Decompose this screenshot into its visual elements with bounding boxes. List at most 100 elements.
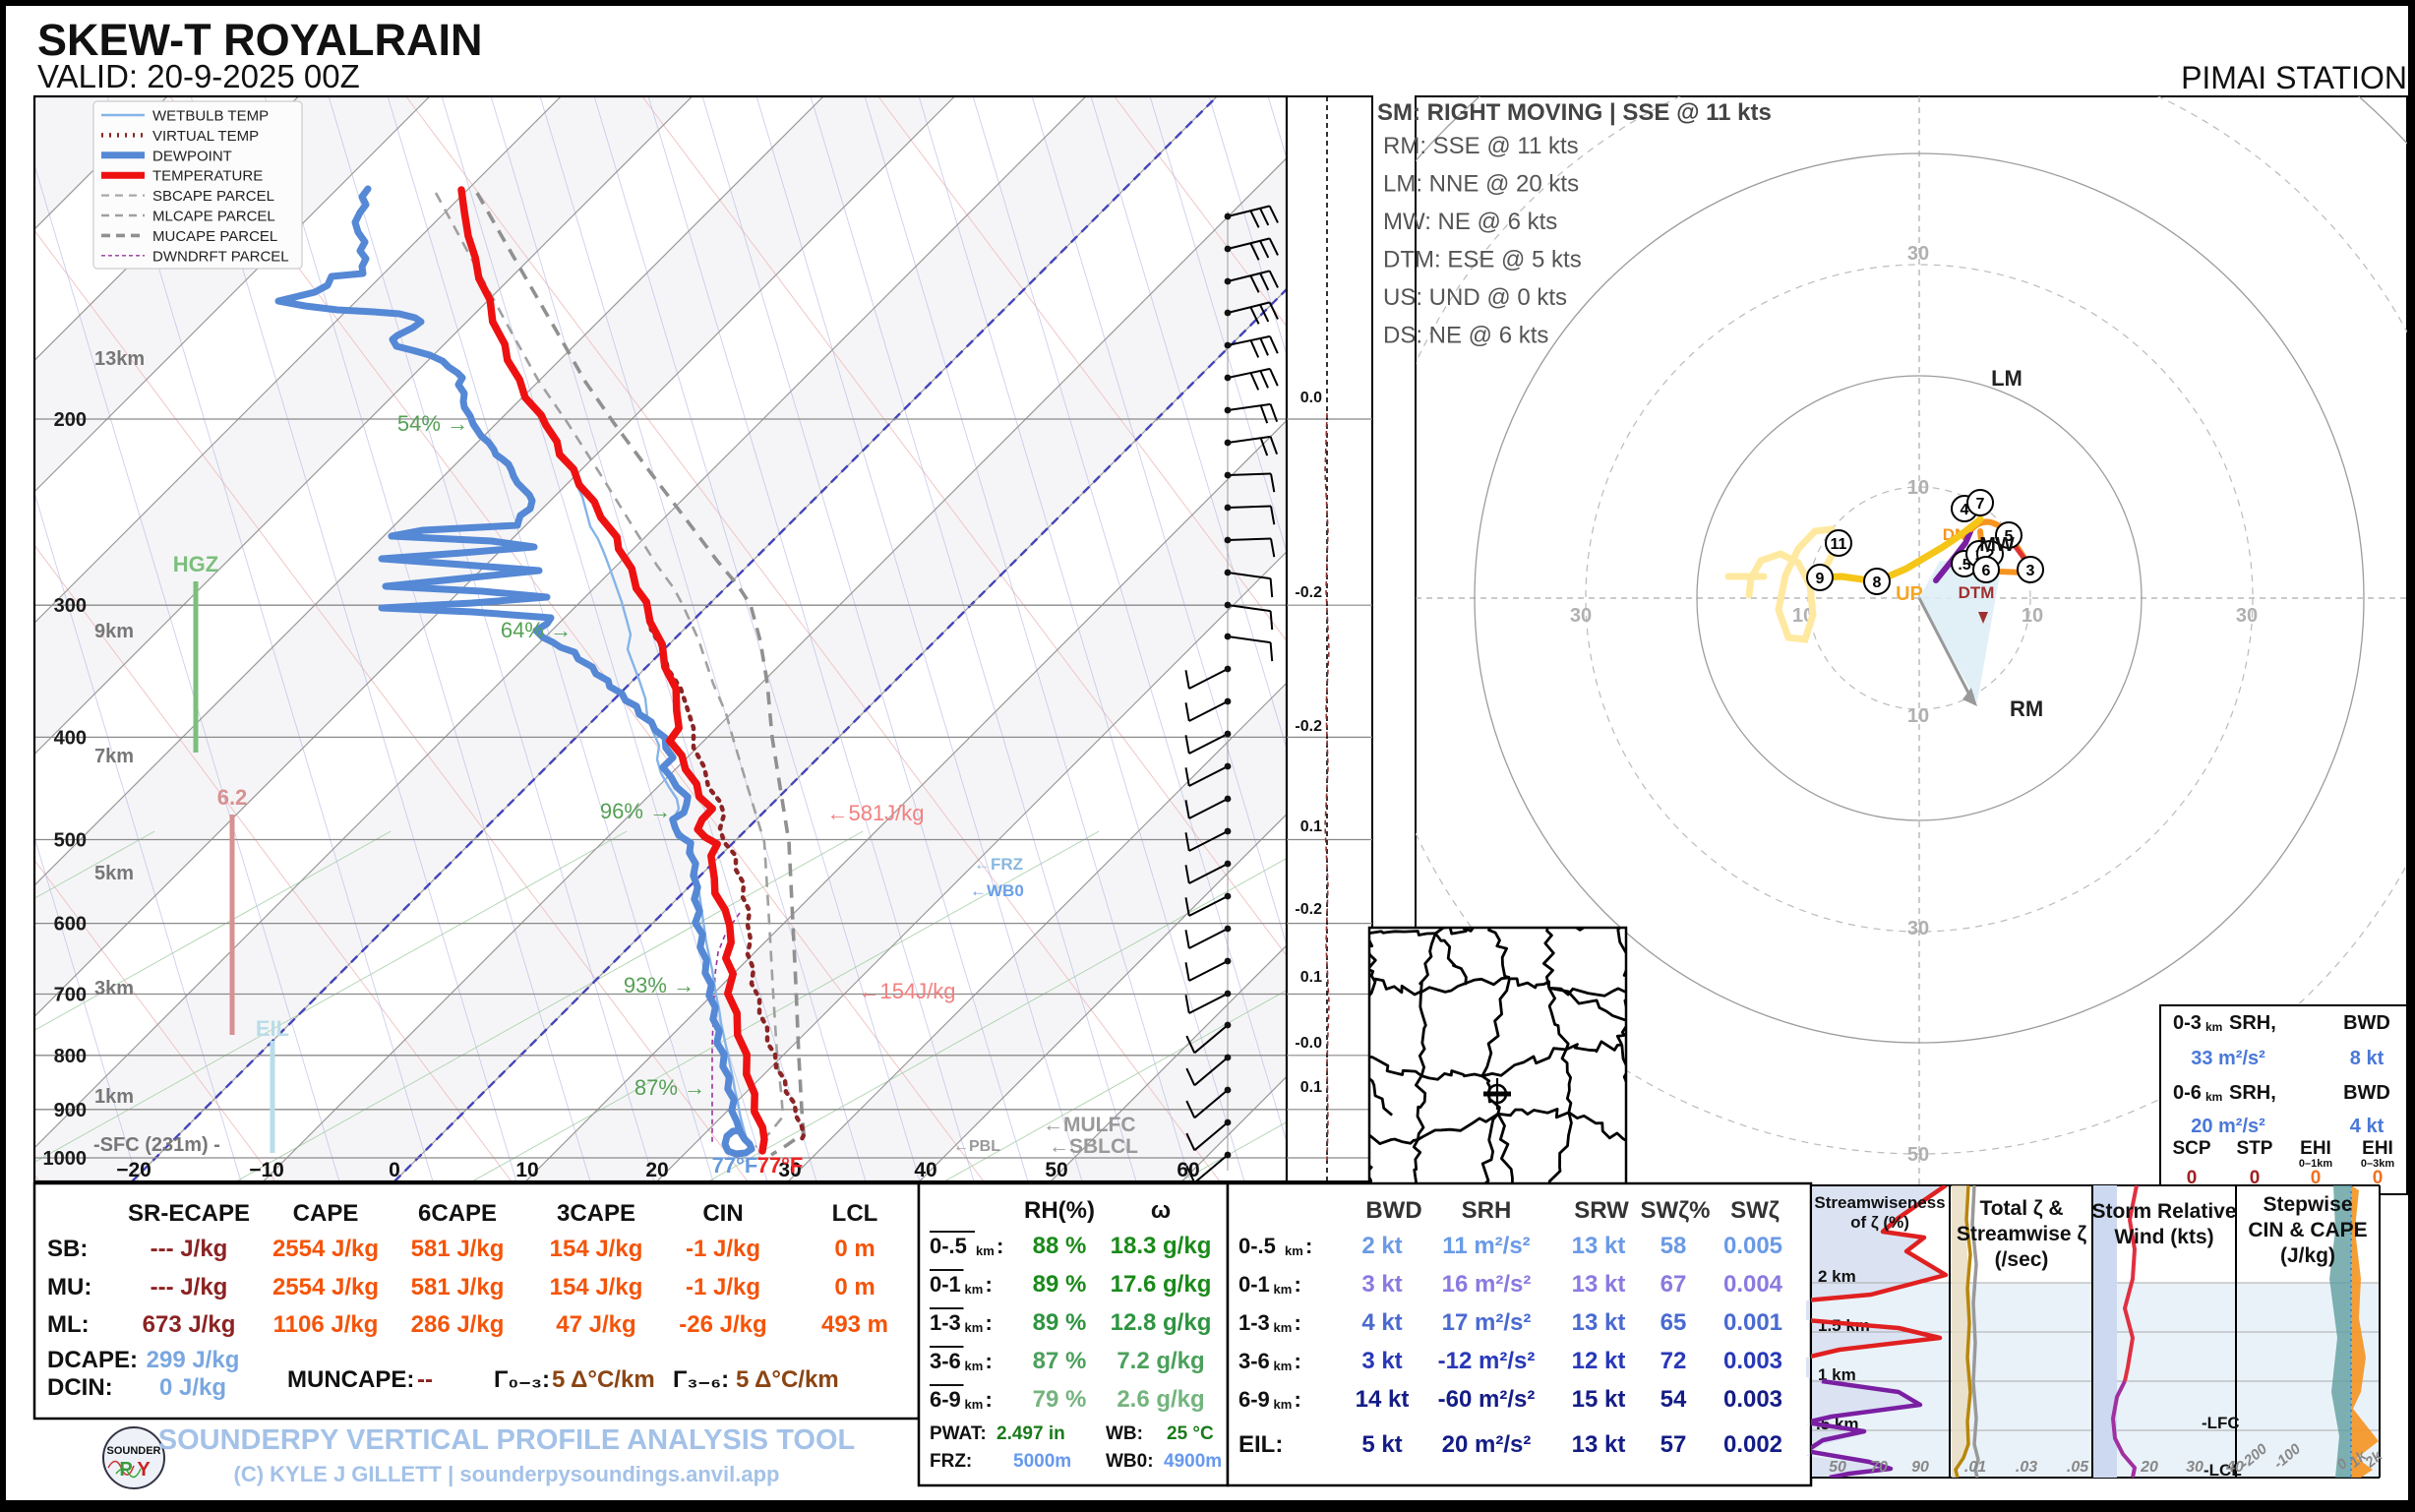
svg-text:3-6: 3-6 [1238, 1349, 1270, 1373]
svg-text:EHI: EHI [2300, 1138, 2331, 1159]
svg-text:6CAPE: 6CAPE [418, 1200, 497, 1227]
svg-text::: : [986, 1310, 993, 1335]
svg-text:87 %: 87 % [1033, 1348, 1087, 1374]
svg-text:1-3: 1-3 [1238, 1310, 1270, 1335]
svg-text:←581J/kg: ←581J/kg [826, 801, 924, 825]
svg-text:0–1km: 0–1km [2299, 1158, 2332, 1170]
svg-text:SRH,: SRH, [2229, 1012, 2276, 1034]
svg-text:←WB0: ←WB0 [970, 881, 1024, 900]
svg-text:1-3: 1-3 [930, 1310, 961, 1335]
svg-text:20 m²/s²: 20 m²/s² [2191, 1116, 2265, 1137]
svg-text:UP: UP [1896, 583, 1923, 605]
svg-text:km: km [1274, 1359, 1293, 1373]
svg-text:MU:: MU: [47, 1274, 91, 1300]
svg-text:SR-ECAPE: SR-ECAPE [128, 1200, 250, 1227]
svg-text:600: 600 [54, 914, 87, 936]
svg-text:7: 7 [1976, 496, 1985, 513]
svg-text:17.6 g/kg: 17.6 g/kg [1111, 1271, 1212, 1298]
svg-text:54% →: 54% → [397, 411, 468, 436]
svg-text:0.002: 0.002 [1723, 1431, 1782, 1458]
svg-text:Γ₃₋₆:: Γ₃₋₆: [673, 1366, 729, 1393]
svg-text:6: 6 [1982, 563, 1991, 579]
svg-text:-26 J/kg: -26 J/kg [679, 1311, 766, 1338]
svg-text:3km: 3km [94, 978, 134, 999]
svg-text:km: km [965, 1359, 984, 1373]
svg-text:40: 40 [914, 1159, 936, 1181]
svg-text:47 J/kg: 47 J/kg [556, 1311, 635, 1338]
svg-text:33 m²/s²: 33 m²/s² [2191, 1048, 2265, 1069]
svg-text:3 kt: 3 kt [1361, 1348, 1402, 1374]
svg-text:DTM: DTM [1959, 583, 1995, 602]
svg-text:km: km [1285, 1243, 1303, 1258]
svg-text:1 km: 1 km [1818, 1365, 1856, 1384]
svg-text:0–3km: 0–3km [2361, 1158, 2394, 1170]
svg-text:SOUNDER: SOUNDER [106, 1445, 160, 1457]
svg-text:.01: .01 [1964, 1459, 1986, 1476]
svg-text:154 J/kg: 154 J/kg [550, 1274, 643, 1300]
svg-text:MUNCAPE:: MUNCAPE: [287, 1366, 414, 1393]
svg-text:RM: SSE @ 11 kts: RM: SSE @ 11 kts [1383, 133, 1579, 159]
svg-text:50: 50 [1829, 1459, 1846, 1476]
svg-text:SRH,: SRH, [2229, 1082, 2276, 1104]
svg-text:581 J/kg: 581 J/kg [411, 1236, 505, 1262]
svg-text:2554 J/kg: 2554 J/kg [272, 1236, 379, 1262]
svg-text::: : [1295, 1310, 1301, 1335]
svg-text:673 J/kg: 673 J/kg [143, 1311, 236, 1338]
svg-text:58: 58 [1660, 1233, 1687, 1259]
svg-text:VALID: 20-9-2025 00Z: VALID: 20-9-2025 00Z [37, 58, 360, 94]
svg-text:0-1: 0-1 [930, 1272, 961, 1297]
svg-text:LM: NNE @ 20 kts: LM: NNE @ 20 kts [1383, 171, 1579, 198]
svg-text::: : [986, 1272, 993, 1297]
svg-text:PIMAI STATION: PIMAI STATION [2181, 60, 2407, 95]
svg-text:km: km [965, 1320, 984, 1335]
svg-text:50: 50 [1907, 1144, 1929, 1166]
svg-text:5 Δ°C/km: 5 Δ°C/km [736, 1366, 839, 1393]
svg-text:6-9: 6-9 [930, 1387, 961, 1412]
svg-text:5km: 5km [94, 863, 134, 884]
svg-text:7km: 7km [94, 746, 134, 767]
svg-text:8: 8 [1873, 575, 1882, 591]
svg-text:4 kt: 4 kt [1361, 1309, 1402, 1336]
svg-text:BWD: BWD [1365, 1197, 1421, 1224]
svg-text:30: 30 [1570, 605, 1592, 627]
svg-text:Wind (kts): Wind (kts) [2114, 1226, 2213, 1248]
svg-text:-12 m²/s²: -12 m²/s² [1438, 1348, 1536, 1374]
svg-text:SCP: SCP [2172, 1138, 2210, 1159]
svg-text:30: 30 [1907, 918, 1929, 939]
svg-text:5 kt: 5 kt [1361, 1431, 1402, 1458]
svg-text:-SFC (231m) -: -SFC (231m) - [93, 1134, 220, 1156]
svg-text:←SBLCL: ←SBLCL [1049, 1135, 1138, 1158]
svg-text:5000m: 5000m [1013, 1451, 1071, 1472]
svg-text:Storm Relative: Storm Relative [2091, 1200, 2236, 1223]
svg-text:CIN & CAPE: CIN & CAPE [2248, 1219, 2367, 1241]
svg-text::: : [996, 1234, 1003, 1258]
svg-text:US: UND @ 0 kts: US: UND @ 0 kts [1383, 284, 1567, 311]
svg-text:HGZ: HGZ [173, 552, 218, 576]
svg-text:(C) KYLE J GILLETT | sounderpy: (C) KYLE J GILLETT | sounderpysoundings.… [234, 1462, 780, 1486]
svg-text:581 J/kg: 581 J/kg [411, 1274, 505, 1300]
svg-text::: : [1295, 1349, 1301, 1373]
svg-text:77°F: 77°F [712, 1153, 758, 1178]
svg-text:18.3 g/kg: 18.3 g/kg [1111, 1233, 1212, 1259]
svg-text:77°F: 77°F [757, 1153, 804, 1178]
svg-text:(/sec): (/sec) [1995, 1248, 2049, 1271]
svg-text:0: 0 [2311, 1168, 2322, 1188]
svg-text:←PBL: ←PBL [953, 1138, 1000, 1155]
svg-text:←154J/kg: ←154J/kg [858, 979, 955, 1003]
svg-text:11 m²/s²: 11 m²/s² [1442, 1233, 1530, 1259]
svg-text:BWD: BWD [2343, 1082, 2390, 1104]
svg-text:0: 0 [2373, 1168, 2384, 1188]
svg-text:SB:: SB: [47, 1236, 88, 1262]
svg-text:0-.5: 0-.5 [1238, 1234, 1276, 1258]
svg-text:SOUNDERPY VERTICAL PROFILE ANA: SOUNDERPY VERTICAL PROFILE ANALYSIS TOOL [158, 1424, 855, 1456]
svg-text:DCAPE:: DCAPE: [47, 1347, 138, 1373]
svg-text:BWD: BWD [2343, 1012, 2390, 1034]
svg-text:0: 0 [389, 1159, 400, 1181]
svg-text:0: 0 [2250, 1168, 2261, 1188]
svg-text:DS: NE @ 6 kts: DS: NE @ 6 kts [1383, 323, 1548, 349]
svg-text:54: 54 [1660, 1386, 1687, 1413]
svg-text:30: 30 [2236, 605, 2258, 627]
svg-text:300: 300 [54, 595, 87, 617]
svg-text:WETBULB TEMP: WETBULB TEMP [152, 108, 269, 125]
svg-text:0.1: 0.1 [1300, 969, 1322, 986]
